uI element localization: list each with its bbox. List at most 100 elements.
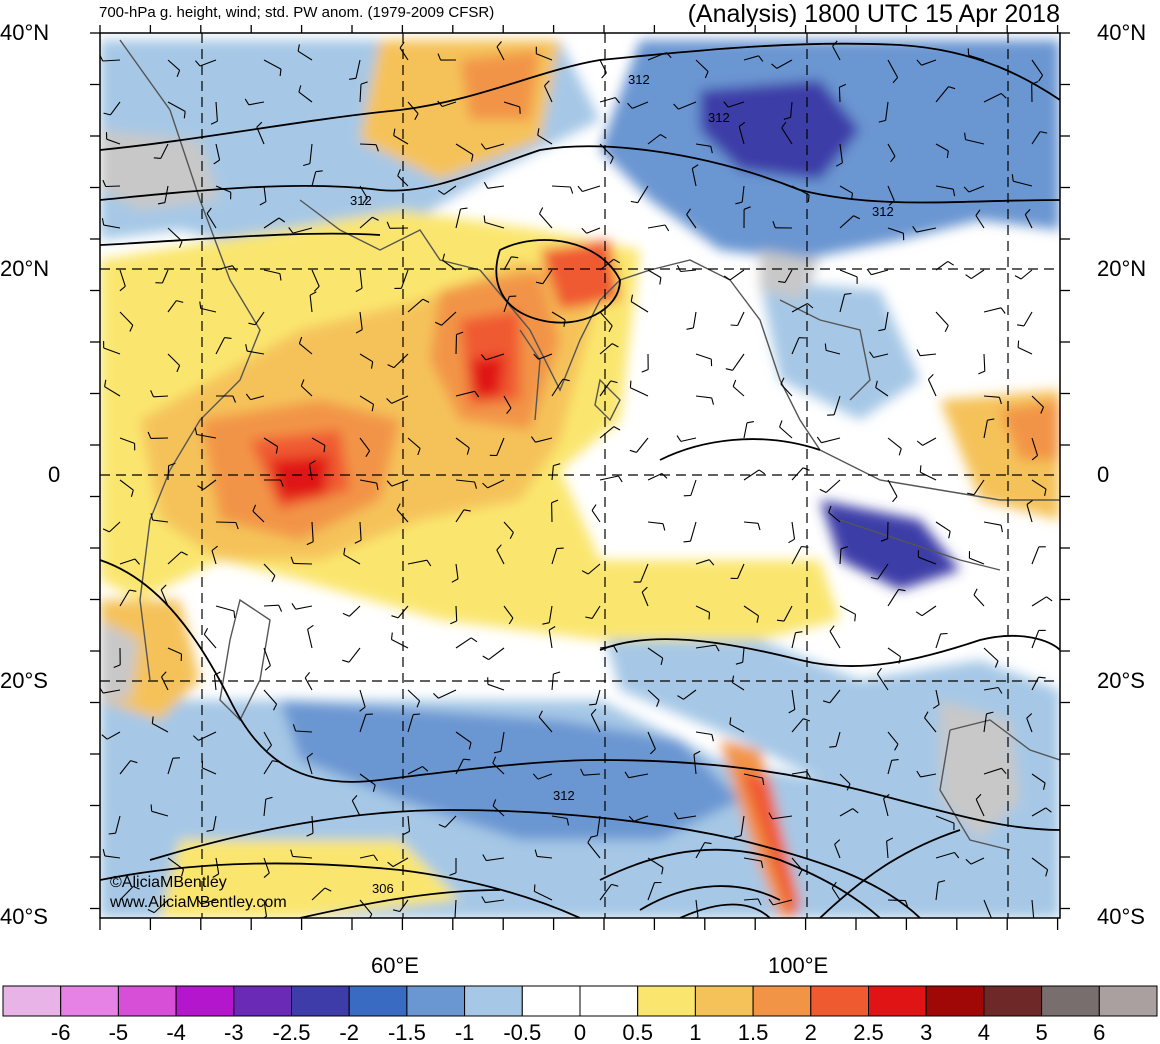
wind-barb — [839, 215, 854, 229]
wind-barb-flag — [493, 750, 502, 754]
wind-barb — [203, 479, 217, 490]
lat-label-right: 20°N — [1097, 256, 1147, 281]
wind-barb-flag — [386, 398, 392, 404]
wind-barb-flag — [664, 224, 670, 232]
wind-barb-flag — [991, 917, 992, 918]
wind-barb — [1017, 347, 1033, 355]
wind-barb — [103, 347, 121, 355]
wind-barb-flag — [161, 671, 167, 678]
wind-barb-flag — [746, 421, 754, 424]
wind-barb — [167, 300, 177, 313]
wind-barb-flag — [508, 617, 514, 625]
wind-barb — [973, 479, 985, 496]
wind-barb-flag — [577, 185, 583, 192]
wind-barb — [924, 717, 937, 733]
wind-barb — [492, 805, 505, 817]
colorbar-label: 0 — [574, 1020, 586, 1044]
wind-barb — [791, 857, 803, 871]
wind-barb — [199, 59, 217, 67]
wind-barb-flag — [203, 627, 209, 635]
wind-barb-flag — [824, 343, 827, 351]
wind-barb-flag — [738, 121, 746, 127]
wind-barb-flag — [757, 523, 761, 531]
wind-barb — [311, 269, 320, 287]
wind-barb-flag — [113, 664, 121, 669]
wind-barb-flag — [307, 624, 314, 630]
wind-barb — [641, 591, 649, 607]
wind-barb — [935, 882, 939, 901]
wind-barb-flag — [206, 829, 214, 832]
wind-barb — [677, 815, 697, 820]
wind-barb — [1013, 180, 1033, 187]
wind-barb — [215, 605, 235, 612]
wind-barb-flag — [743, 206, 751, 210]
wind-barb-flag — [1026, 713, 1033, 719]
wind-barb — [496, 46, 505, 61]
wind-barb — [791, 303, 808, 313]
wind-barb-flag — [608, 325, 613, 333]
anomaly-field — [100, 33, 1060, 918]
wind-barb-flag — [553, 463, 561, 467]
wind-barb-flag — [610, 380, 618, 384]
wind-barb — [791, 521, 796, 540]
wind-barb-flag — [1045, 807, 1052, 813]
wind-barb-flag — [1000, 93, 1007, 99]
wind-barb-flag — [834, 839, 841, 845]
contour-label-group: 312 312 312 312 312 306 — [350, 72, 894, 896]
wind-barb — [885, 101, 889, 121]
wind-barb — [839, 143, 843, 163]
wind-barb — [1031, 676, 1040, 691]
wind-barb-flag — [890, 156, 896, 163]
wind-barb-flag — [279, 273, 282, 281]
wind-barb — [263, 59, 282, 70]
wind-barb — [200, 307, 217, 313]
wind-barb — [206, 213, 217, 229]
wind-barb-flag — [214, 671, 221, 676]
wind-barb-flag — [850, 193, 854, 201]
wind-barb — [254, 311, 265, 326]
wind-barb-flag — [1031, 80, 1039, 85]
wind-barb — [311, 521, 314, 542]
wind-barb — [252, 510, 265, 523]
wind-barb — [119, 311, 134, 326]
wind-barb — [359, 479, 377, 484]
wind-barb-flag — [390, 632, 393, 640]
wind-barb-flag — [306, 752, 314, 758]
wind-barb — [105, 185, 121, 188]
wind-barb — [839, 269, 858, 278]
wind-barb-flag — [397, 169, 401, 177]
wind-barb-flag — [683, 540, 691, 543]
wind-barb — [829, 689, 841, 704]
wind-barb — [534, 890, 553, 901]
wind-barb-flag — [590, 708, 597, 715]
wind-barb-flag — [963, 186, 970, 193]
wind-barb-flag — [1046, 596, 1053, 602]
wind-barb-flag — [912, 225, 917, 233]
wind-barb — [393, 135, 409, 145]
wind-barb — [776, 59, 793, 69]
colorbar-label: 6 — [1093, 1020, 1105, 1044]
wind-barb-flag — [252, 504, 257, 512]
wind-barb-flag — [245, 344, 248, 352]
wind-barb-flag — [130, 760, 138, 764]
wind-barb — [488, 647, 505, 661]
wind-barb — [965, 139, 985, 145]
wind-barb-flag — [732, 379, 737, 387]
wind-barb-flag — [468, 742, 472, 750]
wind-barb — [309, 295, 313, 313]
wind-barb-flag — [686, 208, 691, 215]
wind-barb — [825, 349, 841, 355]
wind-barb-flag — [355, 329, 363, 334]
wind-barb — [743, 605, 759, 617]
wind-barb — [884, 311, 889, 330]
wind-barb — [167, 758, 174, 775]
colorbar-swatch — [291, 985, 350, 1017]
wind-barb-flag — [160, 584, 167, 591]
wind-barb — [300, 385, 313, 397]
lat-label-right: 0 — [1097, 462, 1110, 487]
wind-barb-flag — [280, 479, 284, 487]
wind-barb — [599, 426, 615, 439]
wind-barb-flag — [628, 815, 635, 822]
wind-barb-flag — [483, 215, 486, 223]
